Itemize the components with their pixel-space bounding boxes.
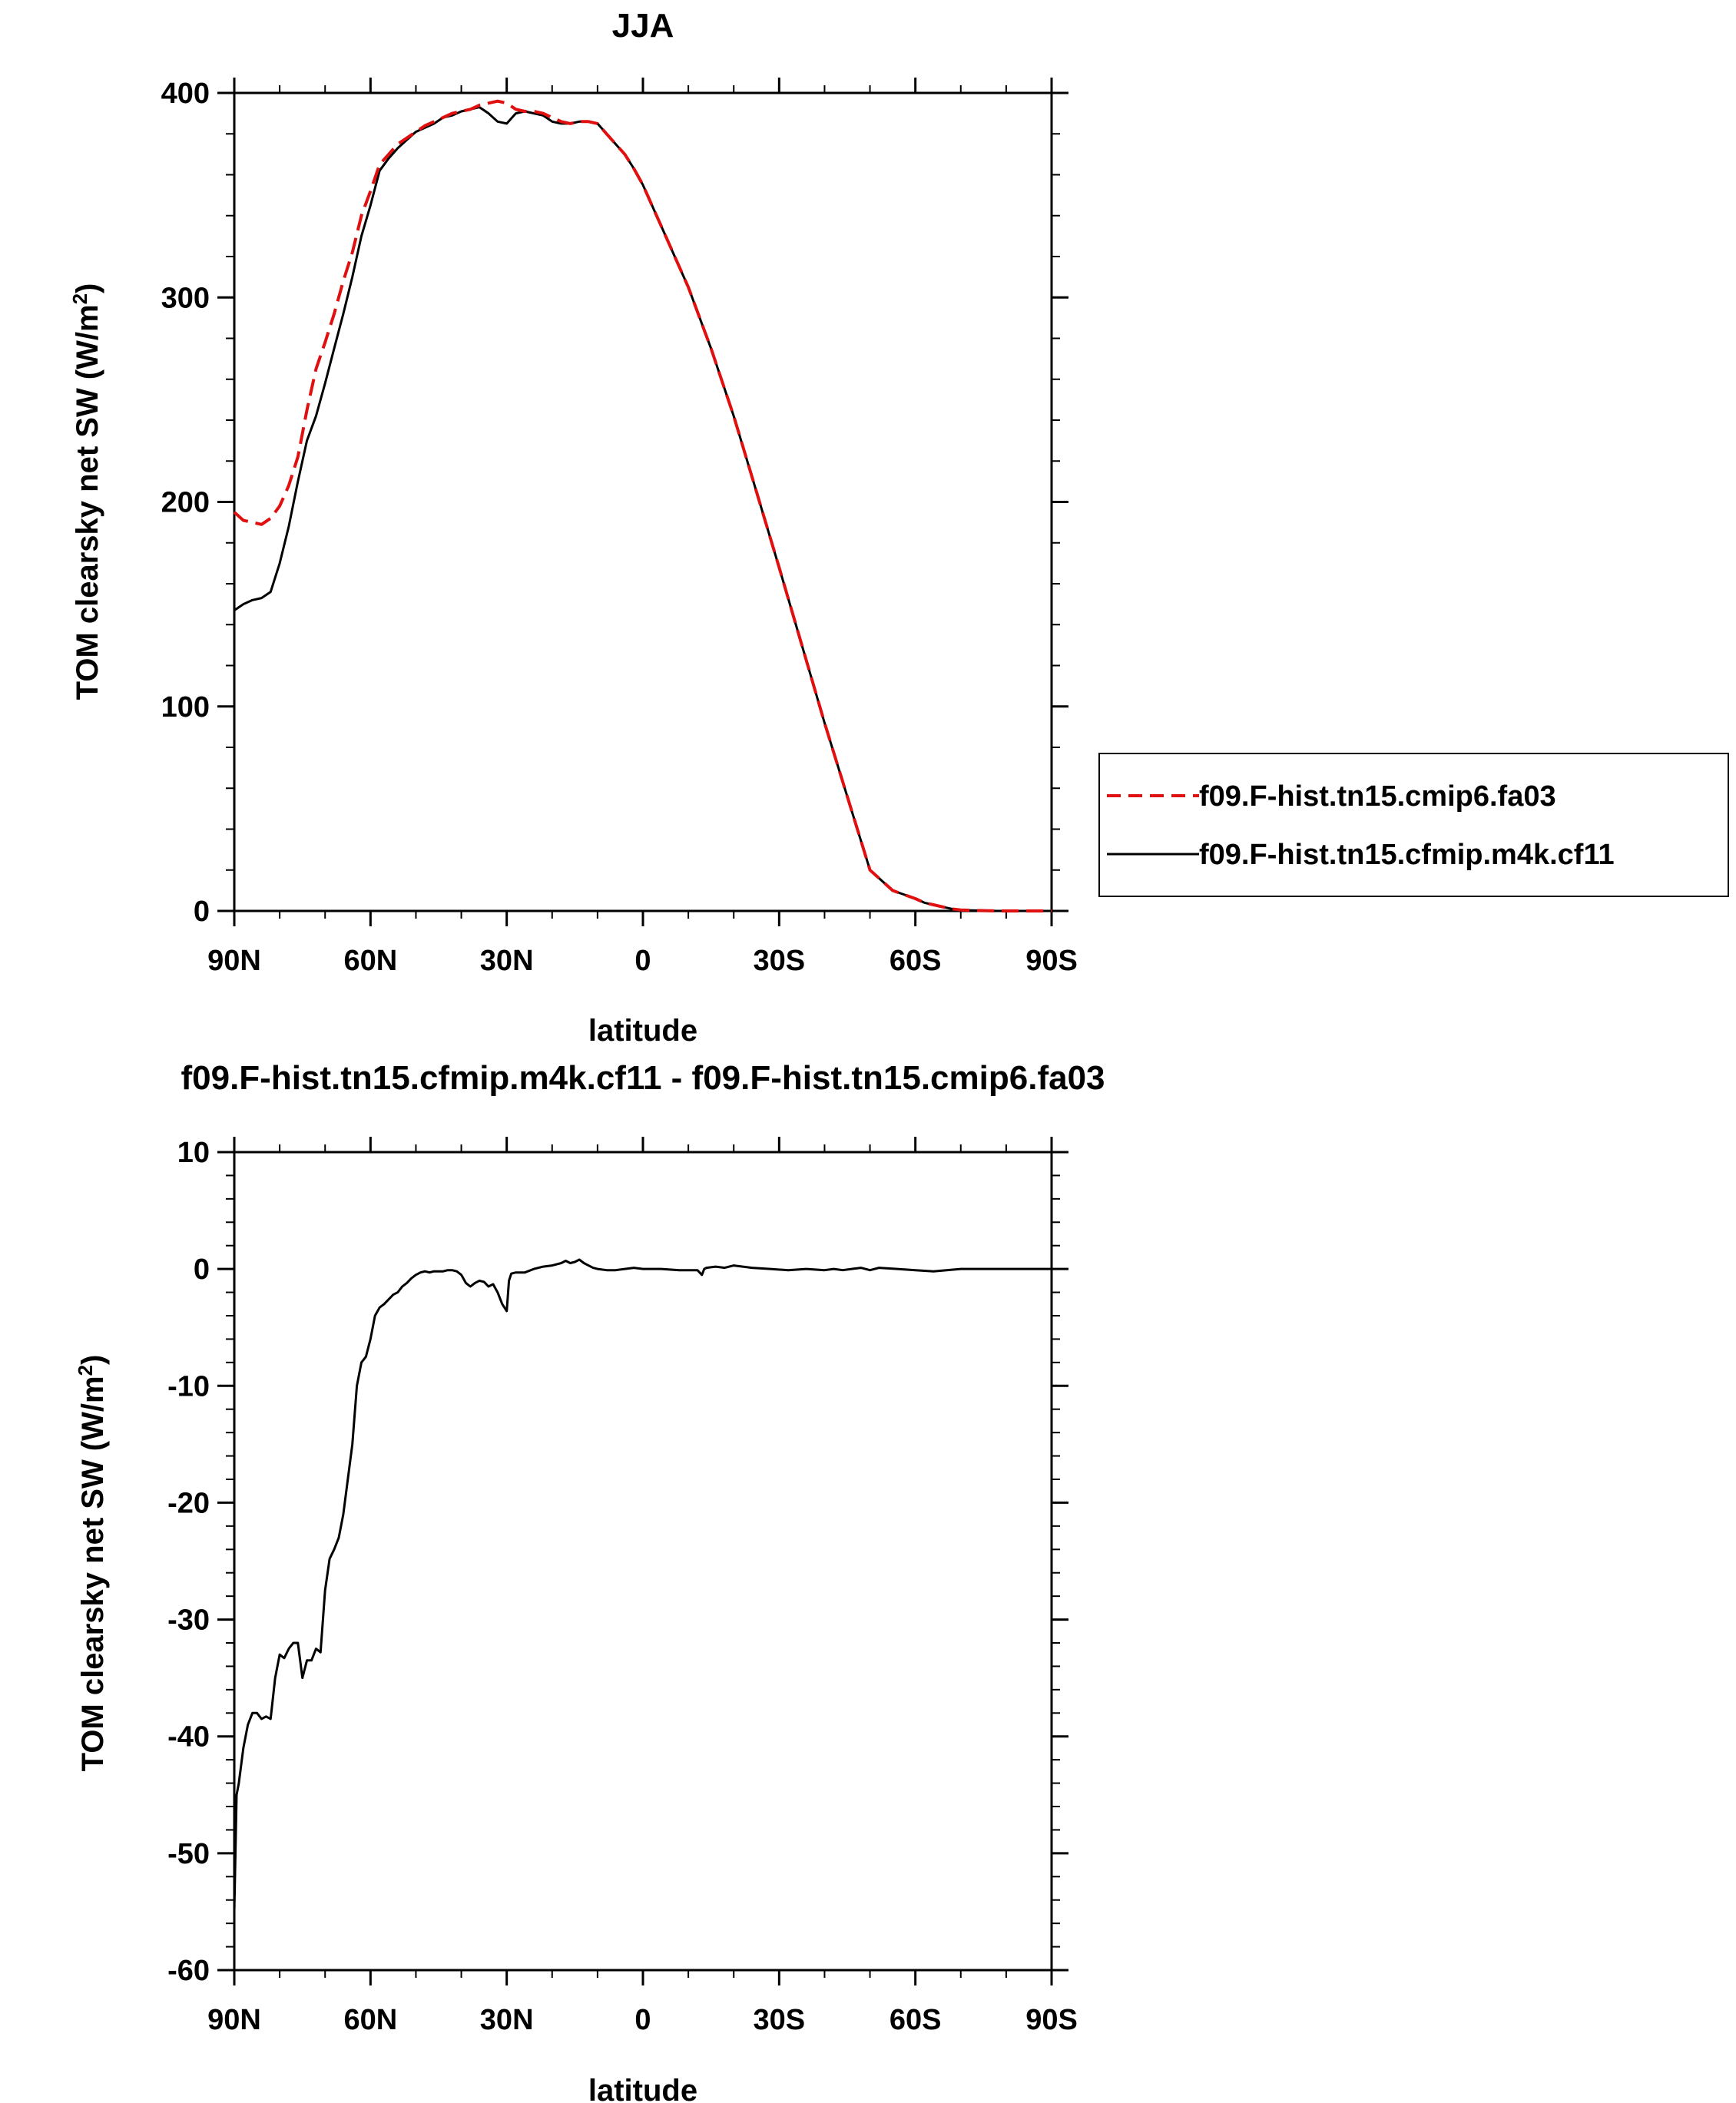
legend: f09.F-hist.tn15.cmip6.fa03 f09.F-hist.tn… (1098, 753, 1729, 897)
top-y-axis-label: TOM clearsky net SW (W/m2) (68, 283, 104, 700)
bottom-x-tick-label: 60S (890, 2004, 942, 2036)
top-x-tick-label: 30N (480, 945, 534, 977)
bottom-y-tick-label: -30 (167, 1605, 210, 1637)
bottom-plot-frame (233, 1151, 1053, 1972)
bottom-plot-area: 90N 60N 30N 0 30S 60S 90S -60 -50 -40 -30 -20 -10 0 10 (167, 1137, 1078, 2036)
legend-label-cf11: f09.F-hist.tn15.cfmip.m4k.cf11 (1199, 839, 1615, 871)
top-y-axis-label-close: ) (71, 283, 104, 293)
top-y-tick-label: 400 (161, 78, 210, 110)
panel-bottom: f09.F-hist.tn15.cfmip.m4k.cf11 - f09.F-h… (74, 1059, 1105, 2103)
bottom-x-tick-label: 30S (754, 2004, 806, 2036)
legend-box (1098, 753, 1729, 897)
bottom-y-tick-label: 10 (177, 1137, 210, 1169)
bottom-y-tick-label: -20 (167, 1487, 210, 1519)
top-y-axis-label-sup: 2 (68, 293, 91, 304)
top-plot-area: 90N 60N 30N 0 30S 60S 90S 0 100 200 300 400 (161, 78, 1078, 977)
bottom-x-tick-label: 90N (207, 2004, 261, 2036)
top-x-axis-label: latitude (588, 1014, 697, 1048)
top-plot-frame (233, 91, 1053, 912)
bottom-y-tick-label: -50 (167, 1838, 210, 1870)
bottom-series-line-a (233, 1258, 1052, 1912)
bottom-x-tick-label: 60N (343, 2004, 397, 2036)
bottom-x-tick-label: 0 (634, 2004, 651, 2036)
bottom-y-tick-label: -60 (167, 1955, 210, 1987)
top-x-tick-label: 90S (1025, 945, 1078, 977)
panel-top: JJA 90N 60N 30N 0 30S 60S 90S 0 100 200 300 400 lat… (68, 7, 1078, 1048)
top-chart-title: JJA (612, 7, 674, 45)
bottom-y-tick-label: 0 (194, 1254, 210, 1286)
top-y-tick-label: 100 (161, 691, 210, 724)
bottom-y-axis-label-main: TOM clearsky net SW (W/m (76, 1376, 110, 1771)
top-x-tick-label: 60N (343, 945, 397, 977)
bottom-chart-title: f09.F-hist.tn15.cfmip.m4k.cf11 - f09.F-h… (181, 1059, 1105, 1097)
bottom-y-tick-label: -40 (167, 1721, 210, 1754)
top-x-tick-label: 30S (754, 945, 806, 977)
top-x-tick-label: 90N (207, 945, 261, 977)
bottom-y-axis-label-sup: 2 (74, 1365, 97, 1376)
bottom-y-tick-label: -10 (167, 1370, 210, 1403)
top-y-tick-label: 0 (194, 896, 210, 928)
top-x-tick-label: 60S (890, 945, 942, 977)
top-y-axis-label-main: TOM clearsky net SW (W/m (71, 304, 104, 700)
top-y-tick-label: 200 (161, 487, 210, 519)
top-y-tick-label: 300 (161, 282, 210, 314)
bottom-y-axis-label-close: ) (76, 1355, 110, 1365)
top-x-tick-label: 0 (634, 945, 651, 977)
bottom-x-axis-label: latitude (588, 2074, 697, 2103)
bottom-y-axis-label: TOM clearsky net SW (W/m2) (74, 1355, 110, 1772)
top-series-line-b (233, 99, 1052, 912)
bottom-x-tick-label: 30N (480, 2004, 534, 2036)
legend-label-fa03: f09.F-hist.tn15.cmip6.fa03 (1199, 780, 1556, 813)
bottom-x-tick-label: 90S (1025, 2004, 1078, 2036)
